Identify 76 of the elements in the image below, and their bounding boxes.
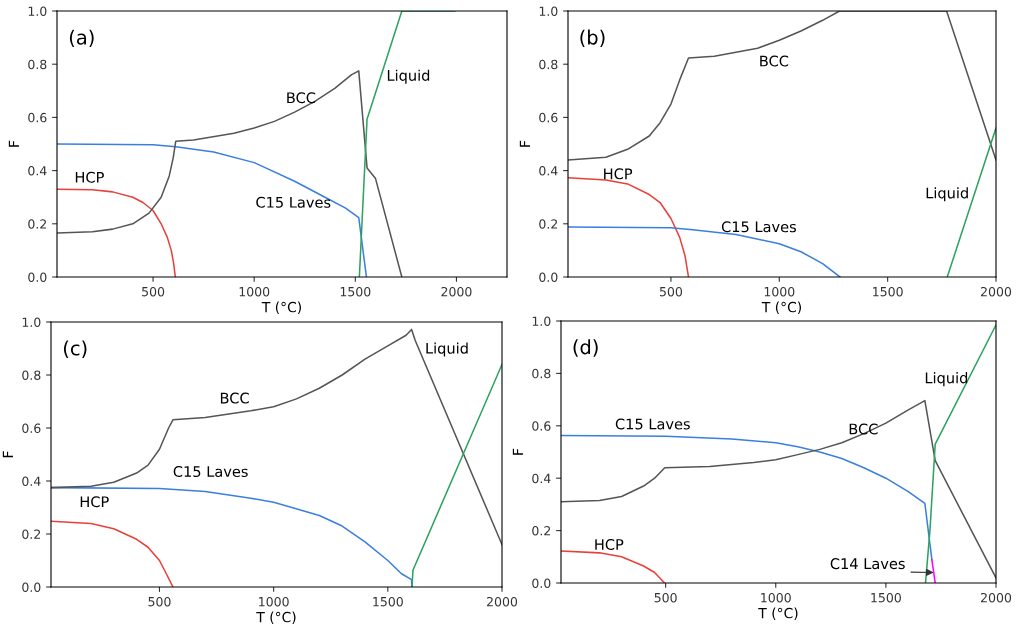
y-tick-label: 1.0 xyxy=(22,317,41,327)
y-tick-label: 0.2 xyxy=(22,529,41,539)
y-tick-label: 1.0 xyxy=(532,316,551,326)
x-tick-label: 2000 xyxy=(981,592,1012,603)
line-series xyxy=(51,520,174,587)
y-tick-label: 0.0 xyxy=(28,272,47,282)
y-tick-label: 1.0 xyxy=(28,6,47,16)
annotation: C14 Laves xyxy=(830,558,905,570)
x-tick-label: 1500 xyxy=(373,596,403,607)
annotation: C15 Laves xyxy=(721,221,796,233)
annotation: Liquid xyxy=(426,342,468,357)
x-tick-label: 1000 xyxy=(259,596,289,607)
y-tick-label: 0.8 xyxy=(28,59,47,70)
y-tick-label: 0.4 xyxy=(539,166,558,176)
annotation: Liquid xyxy=(387,69,430,84)
line-series xyxy=(561,550,666,583)
y-axis-title: F xyxy=(512,448,523,455)
y-tick-label: 0.6 xyxy=(22,423,41,433)
y-tick-label: 0.8 xyxy=(22,370,41,380)
y-axis-title: F xyxy=(2,451,13,458)
y-tick-label: 0.4 xyxy=(28,166,47,176)
annotation: HCP xyxy=(75,171,104,183)
y-tick-label: 0.8 xyxy=(532,368,551,379)
x-axis-title: T (°C) xyxy=(261,301,301,314)
line-series xyxy=(924,324,996,583)
annotation: HCP xyxy=(595,539,624,551)
x-tick-label: 1500 xyxy=(873,286,903,297)
annotation: BCC xyxy=(220,392,249,404)
annotation: Liquid xyxy=(925,372,968,387)
text: (c) xyxy=(63,340,87,358)
annotation: C15 Laves xyxy=(615,418,690,430)
x-tick-label: 2000 xyxy=(487,596,518,607)
x-axis-title: T (°C) xyxy=(758,607,798,620)
annotation: C15 Laves xyxy=(256,196,331,208)
y-axis-title: F xyxy=(519,140,530,147)
line-series xyxy=(561,399,996,579)
y-tick-label: 0.2 xyxy=(28,219,47,229)
x-tick-label: 1000 xyxy=(764,286,795,297)
annotation: HCP xyxy=(80,496,109,508)
y-tick-label: 0.4 xyxy=(532,473,551,484)
x-axis-title: T (°C) xyxy=(761,301,801,314)
annotation: BCC xyxy=(287,92,316,104)
x-tick-label: 500 xyxy=(142,286,165,297)
line-series xyxy=(51,328,502,546)
annotation: BCC xyxy=(849,423,878,435)
line-series xyxy=(57,188,177,277)
y-tick-label: 0.6 xyxy=(539,112,558,123)
y-tick-label: 0.6 xyxy=(28,112,47,123)
x-axis-title: T (°C) xyxy=(256,611,296,624)
y-tick-label: 0.2 xyxy=(539,219,558,229)
x-tick-label: 1500 xyxy=(871,592,901,603)
x-tick-label: 2000 xyxy=(441,286,472,297)
annotation: Liquid xyxy=(926,187,968,202)
text: (b) xyxy=(580,29,605,47)
annotation: BCC xyxy=(760,55,789,67)
text: (a) xyxy=(69,29,94,47)
x-tick-label: 500 xyxy=(654,592,677,603)
y-axis-title: F xyxy=(8,140,19,147)
y-tick-label: 0.0 xyxy=(539,272,558,282)
y-tick-label: 0.2 xyxy=(532,526,551,536)
annotation: C15 Laves xyxy=(173,465,248,478)
x-tick-label: 1000 xyxy=(239,286,270,297)
x-tick-label: 1000 xyxy=(761,592,791,603)
y-tick-label: 1.0 xyxy=(539,6,558,16)
x-tick-label: 2000 xyxy=(981,286,1012,297)
line-series xyxy=(57,143,368,277)
y-tick-label: 0.0 xyxy=(532,578,551,588)
x-tick-label: 500 xyxy=(659,286,683,297)
x-tick-label: 500 xyxy=(148,596,171,607)
x-tick-label: 1500 xyxy=(340,286,371,297)
y-tick-label: 0.0 xyxy=(22,582,41,592)
text: (d) xyxy=(573,339,598,357)
annotation: HCP xyxy=(604,168,633,180)
y-tick-label: 0.8 xyxy=(539,59,558,70)
y-tick-label: 0.6 xyxy=(532,421,551,431)
y-tick-label: 0.4 xyxy=(22,476,41,486)
